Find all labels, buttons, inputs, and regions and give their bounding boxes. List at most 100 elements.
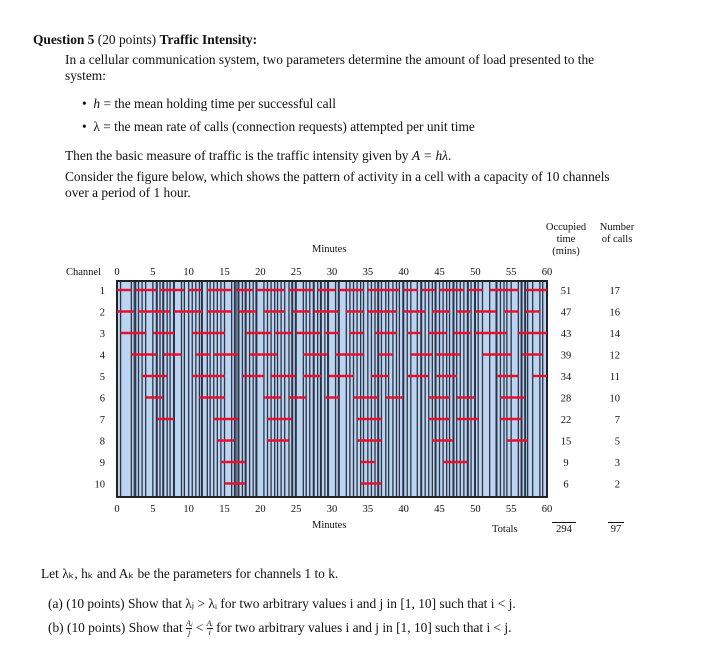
bottom-tick-label: 60: [542, 504, 553, 515]
bottom-tick-label: 50: [470, 504, 481, 515]
total-calls: 97: [608, 522, 624, 535]
occupied-value: 39: [561, 351, 572, 362]
channel-axis-title: Channel: [66, 267, 101, 278]
top-tick-label: 5: [150, 267, 155, 278]
bottom-tick-label: 25: [291, 504, 302, 515]
calls-value: 14: [610, 329, 621, 340]
occupied-value: 6: [563, 480, 568, 491]
intro-line-1: In a cellular communication system, two …: [65, 52, 595, 67]
channel-label: 3: [100, 329, 105, 340]
part-b-suffix: for two arbitrary values i and j in [1, …: [216, 620, 512, 635]
bottom-tick-label: 35: [363, 504, 374, 515]
calls-header: Number of calls: [594, 222, 640, 246]
consider-line-2: over a period of 1 hour.: [65, 185, 191, 200]
bottom-axis-title: Minutes: [312, 520, 347, 531]
occupied-header-line: Occupied: [545, 222, 587, 233]
occupied-value: 22: [561, 415, 572, 426]
fraction-ai-over-i: Aᵢ i: [206, 620, 213, 638]
bottom-tick-label: 45: [434, 504, 445, 515]
bottom-tick-label: 30: [327, 504, 338, 515]
channel-label: 5: [100, 372, 105, 383]
occupied-value: 47: [561, 308, 572, 319]
bullet-lambda: • λ = the mean rate of calls (connection…: [82, 119, 475, 135]
occupied-header-line: (mins): [552, 246, 580, 257]
question-points: (20 points): [97, 32, 157, 47]
top-tick-label: 25: [291, 267, 302, 278]
plot-frame: [116, 280, 548, 498]
calls-value: 10: [610, 394, 621, 405]
calls-value: 3: [615, 458, 620, 469]
top-tick-label: 0: [114, 267, 119, 278]
top-tick-label: 35: [363, 267, 374, 278]
question-title: Traffic Intensity:: [159, 32, 258, 47]
traffic-formula: A = hλ: [411, 148, 448, 163]
top-tick-label: 15: [219, 267, 230, 278]
top-tick-label: 60: [542, 267, 553, 278]
bottom-tick-label: 15: [219, 504, 230, 515]
consider-line-1: Consider the figure below, which shows t…: [65, 169, 610, 184]
traffic-end: .: [447, 148, 452, 163]
occupied-value: 9: [563, 458, 568, 469]
top-tick-label: 30: [327, 267, 338, 278]
part-b-label: (b): [48, 620, 64, 635]
occupied-value: 15: [561, 437, 572, 448]
part-a-label: (a): [48, 596, 63, 611]
channel-label: 7: [100, 415, 105, 426]
channel-label: 9: [100, 458, 105, 469]
let-text: Let λₖ, hₖ and Aₖ be the parameters for …: [41, 566, 339, 581]
part-b-op: <: [195, 620, 204, 635]
top-tick-label: 20: [255, 267, 266, 278]
calls-header-line: Number: [599, 222, 635, 233]
calls-value: 17: [610, 286, 621, 297]
bottom-tick-label: 40: [398, 504, 409, 515]
bottom-tick-label: 0: [114, 504, 119, 515]
occupied-value: 51: [561, 286, 572, 297]
bullet-h: • h = the mean holding time per successf…: [82, 96, 336, 112]
top-tick-label: 50: [470, 267, 481, 278]
bullet-var: h: [93, 96, 101, 111]
bullet-icon: •: [82, 119, 94, 134]
question-header: Question 5 (20 points) Traffic Intensity…: [33, 32, 257, 48]
occupied-value: 43: [561, 329, 572, 340]
frac-den: j: [188, 628, 191, 638]
bottom-tick-label: 10: [183, 504, 194, 515]
part-a: (a) (10 points) Show that λⱼ > λᵢ for tw…: [48, 596, 516, 612]
bullet-var: λ: [93, 119, 100, 134]
channel-label: 2: [100, 308, 105, 319]
top-tick-label: 55: [506, 267, 517, 278]
top-tick-label: 45: [434, 267, 445, 278]
part-b-prefix: (10 points) Show that: [66, 620, 183, 635]
bottom-tick-label: 20: [255, 504, 266, 515]
bullet-text: = the mean holding time per successful c…: [100, 96, 336, 111]
traffic-line: Then the basic measure of traffic is the…: [65, 148, 451, 164]
calls-value: 7: [615, 415, 620, 426]
occupied-value: 28: [561, 394, 572, 405]
channel-label: 1: [100, 286, 105, 297]
occupied-header: Occupied time (mins): [538, 222, 594, 258]
bottom-tick-label: 55: [506, 504, 517, 515]
top-axis-title: Minutes: [312, 244, 347, 255]
intro-line-2: system:: [65, 68, 106, 83]
top-tick-label: 40: [398, 267, 409, 278]
channel-label: 6: [100, 394, 105, 405]
part-b: (b) (10 points) Show that Aⱼ j < Aᵢ i for …: [48, 620, 512, 637]
channel-label: 8: [100, 437, 105, 448]
part-a-text: (10 points) Show that λⱼ > λᵢ for two ar…: [66, 596, 516, 611]
channel-label: 4: [100, 351, 106, 362]
bottom-tick-label: 5: [150, 504, 155, 515]
bullet-text: = the mean rate of calls (connection req…: [99, 119, 475, 134]
top-tick-label: 10: [183, 267, 194, 278]
channel-label: 10: [95, 480, 106, 491]
frac-den: i: [208, 628, 211, 638]
calls-header-line: of calls: [601, 234, 633, 245]
calls-value: 16: [610, 308, 621, 319]
traffic-text: Then the basic measure of traffic is the…: [65, 148, 412, 163]
calls-value: 11: [610, 372, 620, 383]
fraction-aj-over-j: Aⱼ j: [186, 620, 193, 638]
occupied-value: 34: [561, 372, 572, 383]
total-occupied: 294: [552, 522, 576, 535]
calls-value: 2: [615, 480, 620, 491]
calls-value: 5: [615, 437, 620, 448]
